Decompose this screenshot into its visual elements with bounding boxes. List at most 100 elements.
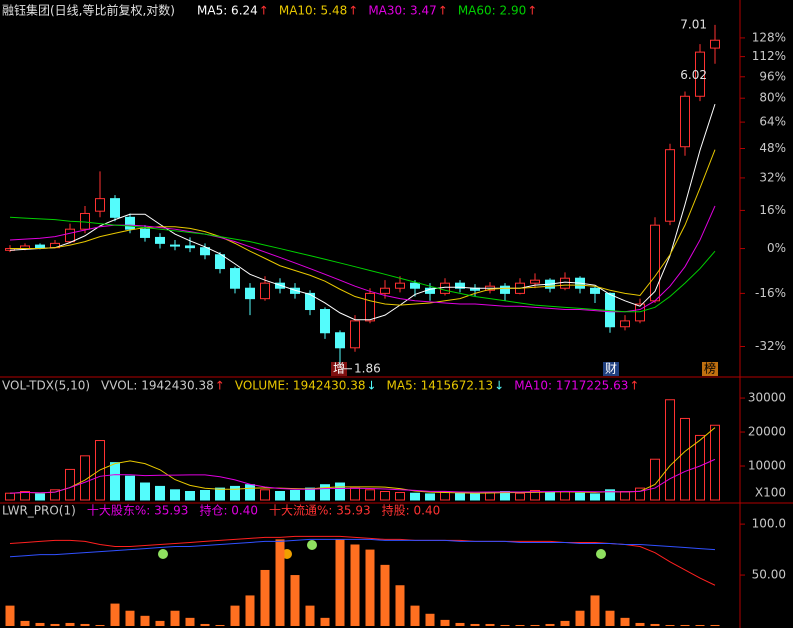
candle-body xyxy=(290,287,300,294)
indicator-bar xyxy=(380,564,390,626)
volume-bar xyxy=(335,482,345,501)
indicator-bar xyxy=(365,549,375,626)
indicator-bar xyxy=(230,605,240,626)
candle-body xyxy=(395,282,405,289)
y-tick-label: 48% xyxy=(759,141,786,155)
series-line xyxy=(9,458,716,494)
icon xyxy=(158,549,168,559)
candle-body xyxy=(95,198,105,212)
indicator-bar xyxy=(245,595,255,626)
legend-arrow: ↑ xyxy=(438,4,448,18)
indicator-bar xyxy=(440,619,450,626)
marker[interactable]: 财 xyxy=(605,362,617,376)
candle-body xyxy=(80,212,90,230)
indicator-bar xyxy=(20,620,30,626)
indicator-bar xyxy=(215,624,225,626)
volume-bar xyxy=(65,468,75,501)
series-line xyxy=(9,216,716,313)
indicator-bar xyxy=(590,595,600,626)
chart-title: 融钰集团(日线,等比前复权,对数) xyxy=(2,3,175,18)
volume-bar xyxy=(245,484,255,501)
indicator-bar xyxy=(635,622,645,626)
indicator-bar xyxy=(110,603,120,626)
candle-body xyxy=(650,224,660,302)
candle-body xyxy=(350,320,360,349)
y-tick-label: 0% xyxy=(767,241,786,255)
marker[interactable]: 增 xyxy=(333,362,345,376)
volume-bar xyxy=(590,493,600,501)
indicator-bar xyxy=(680,624,690,626)
y-tick-label: 10000 xyxy=(748,459,786,473)
volume-bar xyxy=(665,399,675,501)
indicator-bar xyxy=(35,622,45,626)
volume-bar xyxy=(140,482,150,501)
volume-bar xyxy=(50,489,60,501)
candle-body xyxy=(590,287,600,294)
candle-body xyxy=(530,279,540,284)
y-tick-label: -16% xyxy=(755,286,786,300)
indicator-bar xyxy=(665,624,675,626)
indicator-bar xyxy=(710,624,720,626)
marker[interactable]: 榜 xyxy=(704,361,716,376)
legend-entry: 十大股东%: 35.93 xyxy=(87,504,189,518)
legend-entry: MA5: 1415672.13 xyxy=(387,379,494,393)
indicator-bar xyxy=(620,617,630,626)
candle-body xyxy=(710,39,720,49)
series-line xyxy=(10,149,716,306)
volume-bar xyxy=(20,491,30,501)
marker-box xyxy=(603,362,619,376)
volume-bar xyxy=(620,491,630,501)
volume-bar xyxy=(290,489,300,501)
volume-bar xyxy=(350,487,360,501)
indicator-bar xyxy=(170,610,180,626)
candle-body xyxy=(335,332,345,349)
indicator-bar xyxy=(275,539,285,626)
legend-entry: MA5: 6.24 xyxy=(197,4,258,18)
volume-bar xyxy=(260,489,270,501)
volume-bar xyxy=(470,493,480,501)
indicator-bar xyxy=(545,623,555,626)
candle-body xyxy=(155,236,165,244)
volume-bar xyxy=(635,487,645,501)
indicator-bar xyxy=(260,569,270,626)
volume-bar xyxy=(230,485,240,501)
indicator-bar xyxy=(410,605,420,626)
volume-bar xyxy=(215,487,225,501)
indicator-bar xyxy=(155,620,165,626)
volume-bar xyxy=(545,492,555,501)
candle-body xyxy=(620,320,630,328)
legend-entry: 十大流通%: 35.93 xyxy=(269,504,371,518)
volume-bar xyxy=(275,491,285,501)
indicator-bar xyxy=(455,622,465,626)
volume-bar xyxy=(680,417,690,501)
volume-bar xyxy=(695,434,705,501)
volume-bar xyxy=(170,489,180,501)
indicator-bar xyxy=(50,623,60,626)
candle-body xyxy=(170,244,180,247)
legend-arrow: ↑ xyxy=(215,379,225,393)
y-tick-label: 128% xyxy=(752,30,786,44)
y-tick-label: 80% xyxy=(759,91,786,105)
indicator-bar xyxy=(65,622,75,626)
indicator-bar xyxy=(140,615,150,626)
legend-entry: VOL-TDX(5,10) xyxy=(2,379,90,393)
unit-label: X100 xyxy=(755,486,786,500)
candle-body xyxy=(560,277,570,289)
indicator-bar xyxy=(80,623,90,626)
volume-bar xyxy=(110,462,120,501)
indicator-bar xyxy=(500,624,510,626)
legend-entry: 持股: 0.40 xyxy=(382,503,441,518)
marker-box xyxy=(702,362,718,376)
candle-body xyxy=(500,285,510,294)
y-tick-label: 100.0 xyxy=(752,517,786,531)
volume-bar xyxy=(605,489,615,501)
legend-entry: 持仓: 0.40 xyxy=(199,503,258,518)
indicator-bar xyxy=(605,610,615,626)
volume-bar xyxy=(365,489,375,501)
y-tick-label: 30000 xyxy=(748,391,786,405)
candle-body xyxy=(440,282,450,294)
indicator-bar xyxy=(515,624,525,626)
volume-bar xyxy=(455,492,465,501)
